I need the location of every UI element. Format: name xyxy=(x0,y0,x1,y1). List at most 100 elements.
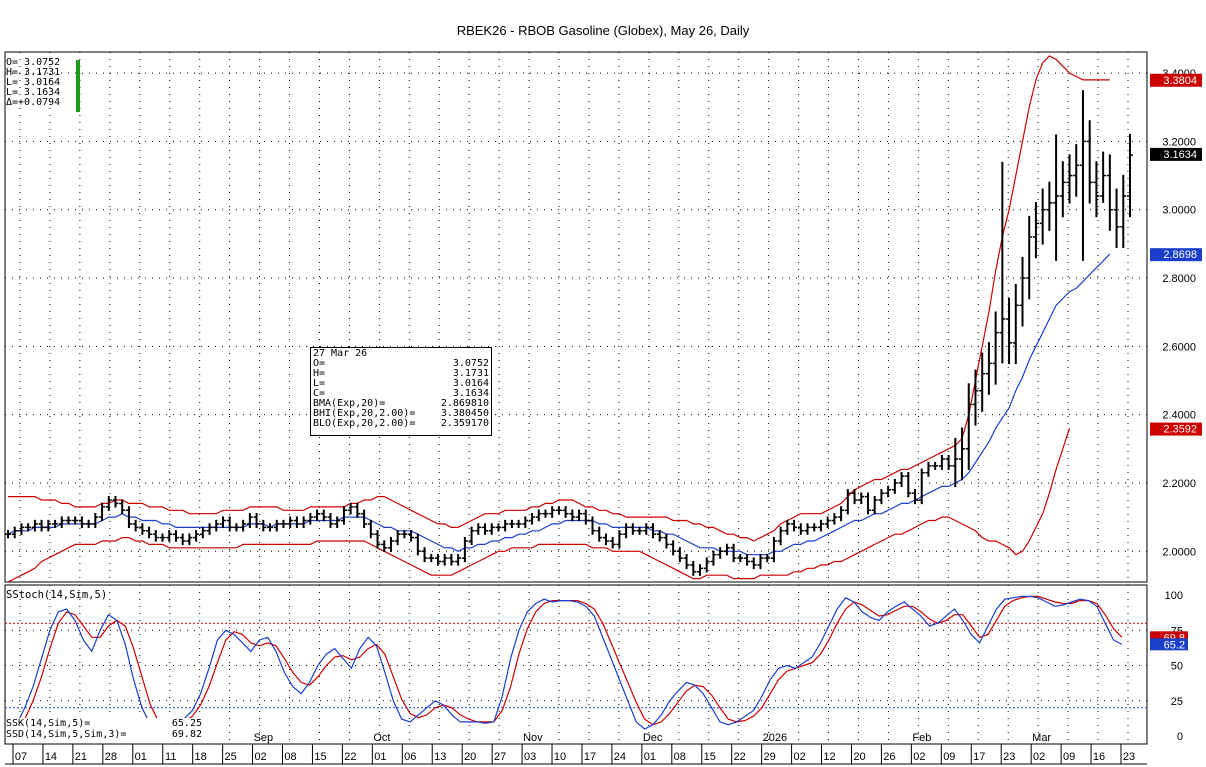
price-label-box xyxy=(1150,147,1202,161)
date-tick-label: 01 xyxy=(135,751,147,763)
price-tick-label: 3.2000 xyxy=(1162,136,1196,148)
price-tick-label: 2.8000 xyxy=(1162,273,1196,285)
date-tick-label: 08 xyxy=(284,751,296,763)
date-tick-label: 20 xyxy=(853,751,865,763)
price-label-box xyxy=(1150,422,1202,436)
stoch-tick-label: 25 xyxy=(1171,696,1183,708)
grid-lines xyxy=(5,52,1147,744)
ohlc-readout: O= 3.0752 H= 3.1731 L= 3.0164 L= 3.1634 … xyxy=(6,58,60,108)
date-tick-label: 22 xyxy=(734,751,746,763)
ssk-line xyxy=(7,595,1123,733)
price-label-text: 2.8698 xyxy=(1163,249,1197,261)
stoch-tick-label: 50 xyxy=(1171,661,1183,673)
data-window-row: BHI(Exp,20,2.00)= 3.380450 xyxy=(313,409,489,419)
row-label: BHI(Exp,20,2.00)= xyxy=(313,408,416,419)
ohlc-low: L= 3.0164 xyxy=(6,77,61,88)
row-label: O= xyxy=(313,358,326,369)
ohlc-high: H= 3.1731 xyxy=(6,67,61,78)
date-tick-label: 18 xyxy=(195,751,207,763)
row-value: 3.0164 xyxy=(452,378,489,389)
stoch-tick-label: 100 xyxy=(1165,590,1183,602)
price-label-box xyxy=(1150,73,1202,87)
price-tick-label: 2.2000 xyxy=(1162,478,1196,490)
date-tick-label: 17 xyxy=(584,751,596,763)
ssk-last-label-box xyxy=(1150,638,1188,651)
axes: 2.0000 2.2000 2.4000 2.6000 2.8000 3.0000 3.20… xyxy=(5,68,1202,765)
data-window-row: C= 3.1634 xyxy=(313,389,489,399)
stoch-panel xyxy=(5,595,1147,734)
row-value: 3.1634 xyxy=(452,388,489,399)
price-label-box xyxy=(1150,248,1202,262)
price-tick-label: 3.0000 xyxy=(1162,205,1196,217)
row-value: 2.359170 xyxy=(440,418,489,429)
date-tick-label: 02 xyxy=(913,751,925,763)
month-label: 2026 xyxy=(763,732,787,744)
date-tick-label: 16 xyxy=(1093,751,1105,763)
bollinger-lower-band xyxy=(7,428,1071,583)
date-tick-label: 20 xyxy=(464,751,476,763)
ssk-row: SSK(14,Sim,5)= 65.25 xyxy=(6,718,202,729)
date-tick-label: 02 xyxy=(1033,751,1045,763)
date-tick-label: 23 xyxy=(1123,751,1135,763)
row-label: L= xyxy=(313,378,326,389)
row-value: 3.1731 xyxy=(452,368,489,379)
chart-title: RBEK26 - RBOB Gasoline (Globex), May 26,… xyxy=(456,23,750,38)
month-label: Feb xyxy=(912,732,931,744)
row-value: 3.0752 xyxy=(452,358,489,369)
stoch-readout: SSK(14,Sim,5)= 65.25 SSD(14,Sim,5,Sim,3)=… xyxy=(6,718,202,740)
date-tick-label: 06 xyxy=(404,751,416,763)
price-label-text: 3.3804 xyxy=(1163,75,1197,87)
price-label-text: 3.1634 xyxy=(1163,149,1197,161)
row-value: 2.869810 xyxy=(440,398,489,409)
row-label: BMA(Exp,20)= xyxy=(313,398,386,409)
ssd-line xyxy=(7,595,1123,734)
ohlc-open: O= 3.0752 xyxy=(6,57,61,68)
date-tick-label: 29 xyxy=(764,751,776,763)
row-label: H= xyxy=(313,368,326,379)
date-tick-label: 15 xyxy=(314,751,326,763)
data-window-row: BLO(Exp,20,2.00)= 2.359170 xyxy=(313,419,489,429)
price-tick-label: 2.6000 xyxy=(1162,341,1196,353)
ssk-label: SSK(14,Sim,5)= xyxy=(6,718,91,729)
price-tick-label: 2.4000 xyxy=(1162,410,1196,422)
date-tick-label: 15 xyxy=(704,751,716,763)
month-label: Nov xyxy=(523,732,543,744)
date-tick-label: 21 xyxy=(75,751,87,763)
date-tick-label: 09 xyxy=(1063,751,1075,763)
price-tick-label: 2.0000 xyxy=(1162,546,1196,558)
data-window-row: BMA(Exp,20)= 2.869810 xyxy=(313,399,489,409)
month-label: Oct xyxy=(373,732,390,744)
data-window: 27 Mar 26 O= 3.0752 H= 3.1731 L= 3.0164 C= 3… xyxy=(310,347,492,436)
date-tick-label: 26 xyxy=(883,751,895,763)
bollinger-upper-band xyxy=(8,55,1110,542)
row-value: 3.380450 xyxy=(440,408,489,419)
date-tick-label: 12 xyxy=(823,751,835,763)
row-label: BLO(Exp,20,2.00)= xyxy=(313,418,416,429)
date-tick-label: 01 xyxy=(644,751,656,763)
date-tick-label: 10 xyxy=(554,751,566,763)
month-label: Sep xyxy=(254,732,274,744)
date-tick-label: 02 xyxy=(793,751,805,763)
ssd-label: SSD(14,Sim,5,Sim,3)= xyxy=(6,729,127,740)
date-tick-label: 07 xyxy=(15,751,27,763)
date-tick-label: 11 xyxy=(165,751,176,763)
date-tick-label: 25 xyxy=(224,751,236,763)
ssd-row: SSD(14,Sim,5,Sim,3)= 69.82 xyxy=(6,729,202,740)
month-label: Mar xyxy=(1032,732,1051,744)
bollinger-moving-average xyxy=(7,253,1111,556)
row-label: C= xyxy=(313,388,326,399)
date-tick-label: 01 xyxy=(374,751,386,763)
ssk-value: 65.25 xyxy=(171,718,202,729)
date-tick-label: 27 xyxy=(494,751,506,763)
ssd-value: 69.82 xyxy=(171,729,202,740)
date-tick-label: 14 xyxy=(45,751,57,763)
date-tick-label: 24 xyxy=(614,751,626,763)
data-window-date: 27 Mar 26 xyxy=(313,348,368,359)
price-panel xyxy=(5,55,1133,583)
ohlc-change: Δ=+0.0794 xyxy=(6,97,61,108)
date-tick-label: 03 xyxy=(524,751,536,763)
data-window-row: H= 3.1731 xyxy=(313,369,489,379)
date-tick-label: 23 xyxy=(1003,751,1015,763)
stoch-tick-label: 0 xyxy=(1177,731,1183,743)
data-window-row: L= 3.0164 xyxy=(313,379,489,389)
